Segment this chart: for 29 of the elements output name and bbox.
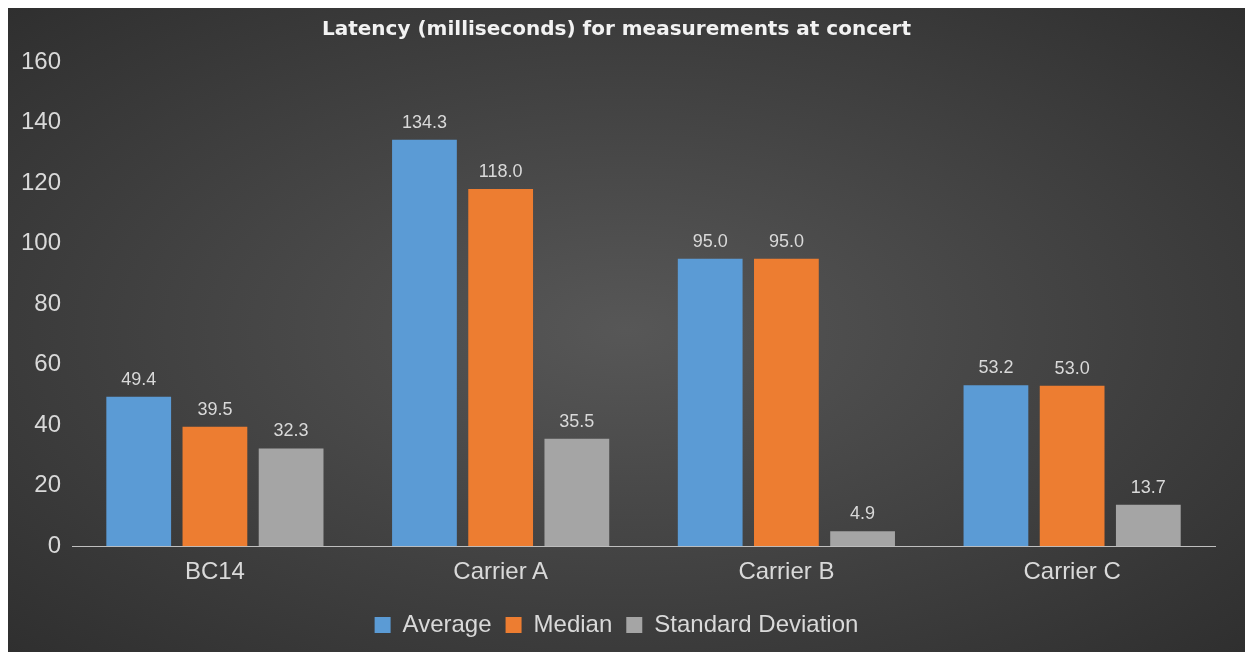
- x-tick-label: Carrier A: [453, 557, 548, 585]
- legend-label: Standard Deviation: [654, 609, 859, 637]
- y-tick-label: 0: [47, 530, 62, 558]
- chart-title: Latency (milliseconds) for measurements at concert: [322, 16, 912, 41]
- data-label: 95.0: [692, 230, 728, 251]
- legend-label: Median: [533, 609, 613, 637]
- data-label: 35.5: [559, 410, 595, 431]
- data-label: 4.9: [850, 503, 876, 524]
- data-label: 39.5: [197, 398, 233, 419]
- y-tick-label: 60: [34, 349, 62, 377]
- x-tick-label: Carrier C: [1023, 557, 1121, 585]
- x-tick-label: Carrier B: [738, 557, 835, 585]
- data-label: 49.4: [121, 368, 157, 389]
- y-tick-label: 40: [34, 409, 62, 437]
- data-label: 118.0: [478, 161, 523, 182]
- data-label: 53.0: [1054, 357, 1090, 378]
- y-tick-label: 80: [34, 288, 62, 316]
- y-tick-label: 100: [21, 228, 62, 256]
- data-label: 134.3: [401, 111, 447, 132]
- y-tick-label: 20: [34, 470, 62, 498]
- data-label: 32.3: [273, 420, 309, 441]
- x-tick-label: BC14: [184, 557, 245, 585]
- legend-label: Average: [402, 609, 492, 637]
- y-tick-label: 120: [21, 167, 62, 195]
- data-label: 13.7: [1130, 476, 1166, 497]
- y-tick-label: 160: [21, 46, 62, 74]
- data-label: 95.0: [768, 230, 804, 251]
- data-label: 53.2: [978, 357, 1014, 378]
- y-tick-label: 140: [21, 107, 62, 135]
